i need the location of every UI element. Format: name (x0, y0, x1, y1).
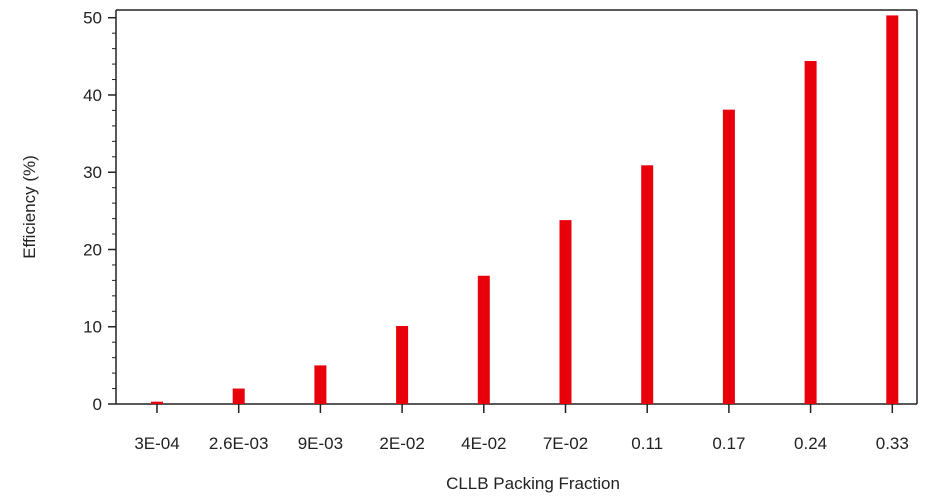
plot-frame (115, 9, 918, 405)
bar-0.24 (804, 60, 817, 405)
bar-3E-04 (151, 401, 163, 404)
x-tick-label: 2E-02 (379, 434, 424, 453)
y-tick-label: 0 (93, 395, 102, 414)
x-tick-label: 4E-02 (461, 434, 506, 453)
bar-2E-02 (396, 325, 409, 404)
bar-0.33 (886, 15, 899, 405)
x-tick-label: 2.6E-03 (209, 434, 269, 453)
x-tick-label: 0.17 (712, 434, 745, 453)
x-tick-label: 0.11 (631, 434, 663, 453)
bars (151, 15, 899, 405)
x-tick-label: 3E-04 (134, 434, 179, 453)
y-tick-label: 30 (83, 163, 102, 182)
x-axis: 3E-04 2.6E-03 9E-03 2E-02 4E-02 7E-02 0.11 0.17… (134, 404, 909, 453)
bar-7E-02 (559, 220, 572, 404)
y-tick-label: 40 (83, 86, 102, 105)
x-axis-label: CLLB Packing Fraction (446, 474, 620, 493)
x-tick-label: 0.24 (794, 434, 827, 453)
bar-2.6E-03 (232, 388, 245, 404)
bar-9E-03 (314, 365, 327, 404)
bar-4E-02 (477, 275, 490, 404)
y-axis: 0 10 20 30 40 50 (83, 9, 116, 414)
y-axis-label: Efficiency (%) (20, 155, 39, 259)
y-tick-label: 10 (83, 318, 102, 337)
y-tick-label: 20 (83, 240, 102, 259)
y-tick-label: 50 (83, 9, 102, 28)
x-tick-label: 7E-02 (543, 434, 588, 453)
x-tick-label: 9E-03 (298, 434, 343, 453)
x-tick-label: 0.33 (876, 434, 909, 453)
bar-0.17 (722, 109, 735, 405)
bar-0.11 (641, 165, 654, 404)
